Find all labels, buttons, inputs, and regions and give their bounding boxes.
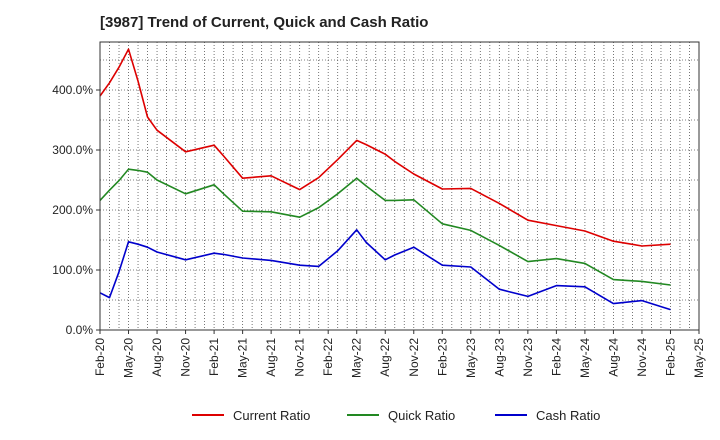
x-tick-label: Feb-20 — [93, 338, 107, 376]
x-tick-label: Nov-20 — [179, 338, 193, 377]
y-tick-label: 100.0% — [52, 263, 93, 277]
legend: Current Ratio Quick Ratio Cash Ratio — [192, 408, 600, 423]
x-tick-label: Feb-21 — [207, 338, 221, 376]
x-tick-label: Nov-24 — [635, 338, 649, 377]
series-line-current-ratio — [99, 48, 671, 247]
y-tick-label: 400.0% — [52, 83, 93, 97]
x-tick-label: Feb-23 — [435, 338, 449, 376]
x-tick-label: Feb-25 — [663, 338, 677, 376]
x-tick-label: Aug-20 — [150, 338, 164, 377]
x-tick-label: Nov-23 — [521, 338, 535, 377]
legend-label-quick-ratio: Quick Ratio — [388, 408, 455, 423]
plot-frame — [99, 41, 700, 331]
x-tick-label: May-20 — [122, 338, 136, 378]
legend-label-current-ratio: Current Ratio — [233, 408, 310, 423]
x-tick-label: Aug-21 — [264, 338, 278, 377]
chart-title: [3987] Trend of Current, Quick and Cash … — [100, 14, 429, 31]
series-layer — [99, 48, 671, 311]
series-line-quick-ratio — [99, 168, 671, 286]
y-tick-label: 0.0% — [66, 323, 94, 337]
x-tick-label: May-25 — [692, 338, 706, 378]
y-tick-label: 200.0% — [52, 203, 93, 217]
series-line-cash-ratio — [99, 229, 671, 311]
x-tick-label: Feb-22 — [321, 338, 335, 376]
x-tick-label: May-24 — [578, 338, 592, 378]
x-tick-label: Aug-23 — [492, 338, 506, 377]
x-tick-label: May-21 — [236, 338, 250, 378]
x-tick-label: Nov-22 — [407, 338, 421, 377]
y-axis: 0.0% 100.0% 200.0% 300.0% 400.0% — [52, 83, 100, 337]
x-tick-label: Aug-24 — [606, 338, 620, 377]
legend-label-cash-ratio: Cash Ratio — [536, 408, 600, 423]
y-tick-label: 300.0% — [52, 143, 93, 157]
grid — [100, 42, 699, 330]
x-tick-label: May-22 — [350, 338, 364, 378]
x-tick-label: Feb-24 — [549, 338, 563, 376]
x-axis: Feb-20 May-20 Aug-20 Nov-20 Feb-21 May-21 Aug-… — [93, 330, 706, 378]
plot-background — [100, 42, 699, 330]
x-tick-label: May-23 — [464, 338, 478, 378]
x-tick-label: Aug-22 — [378, 338, 392, 377]
x-tick-label: Nov-21 — [293, 338, 307, 377]
